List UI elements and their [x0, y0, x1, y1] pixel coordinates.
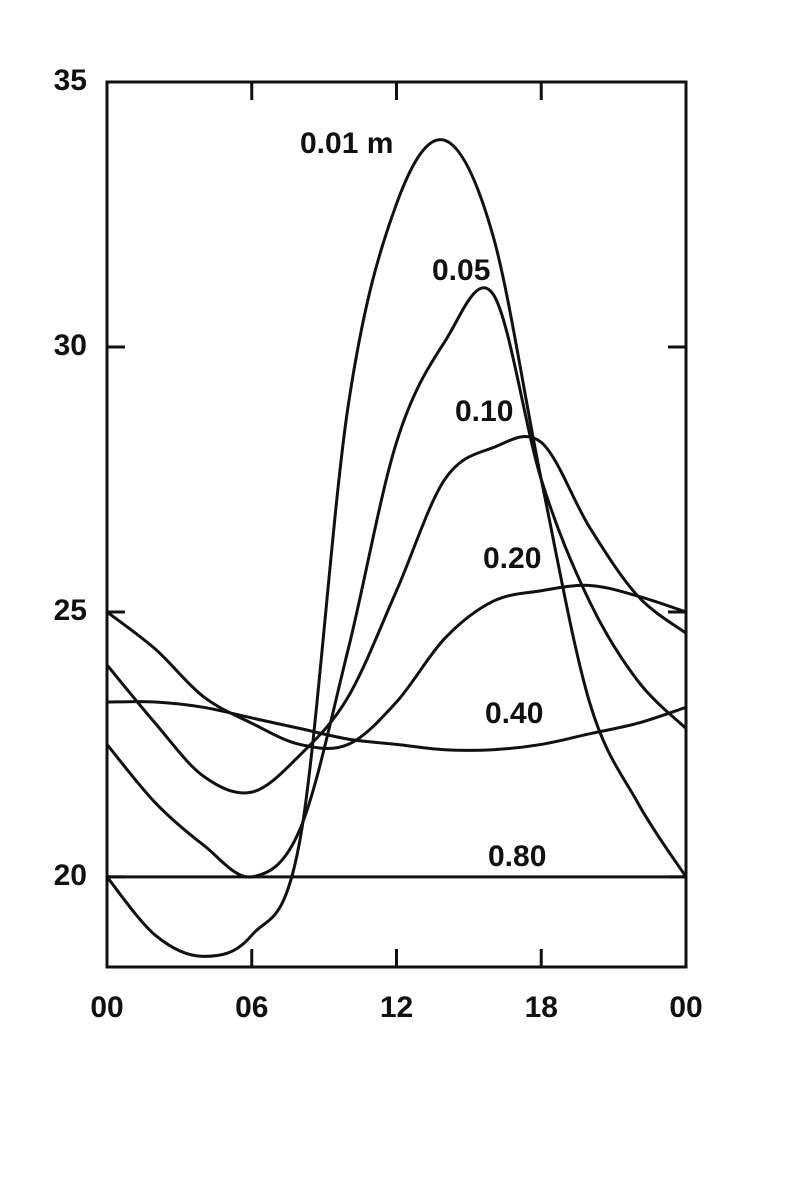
x-tick-label: 18 — [525, 991, 558, 1024]
series-line — [106, 700, 687, 752]
x-tick-label: 00 — [669, 991, 702, 1024]
series-label: 0.10 — [455, 395, 513, 428]
x-tick-label: 00 — [90, 991, 123, 1024]
series-line — [105, 286, 688, 879]
y-tick-label: 35 — [54, 64, 87, 97]
series-line — [105, 138, 688, 958]
series-label: 0.20 — [483, 542, 541, 575]
y-tick-label: 20 — [54, 859, 87, 892]
series-label: 0.40 — [485, 697, 543, 730]
x-tick-label: 12 — [380, 991, 413, 1024]
series-line — [106, 583, 687, 750]
y-tick-label: 30 — [54, 329, 87, 362]
y-tick-label: 25 — [54, 594, 87, 627]
x-tick-label: 06 — [235, 991, 268, 1024]
series-label: 0.05 — [432, 254, 490, 287]
series-line — [105, 435, 687, 795]
series-label: 0.01 m — [300, 127, 393, 160]
series-label: 0.80 — [488, 840, 546, 873]
plot-frame — [105, 80, 688, 969]
